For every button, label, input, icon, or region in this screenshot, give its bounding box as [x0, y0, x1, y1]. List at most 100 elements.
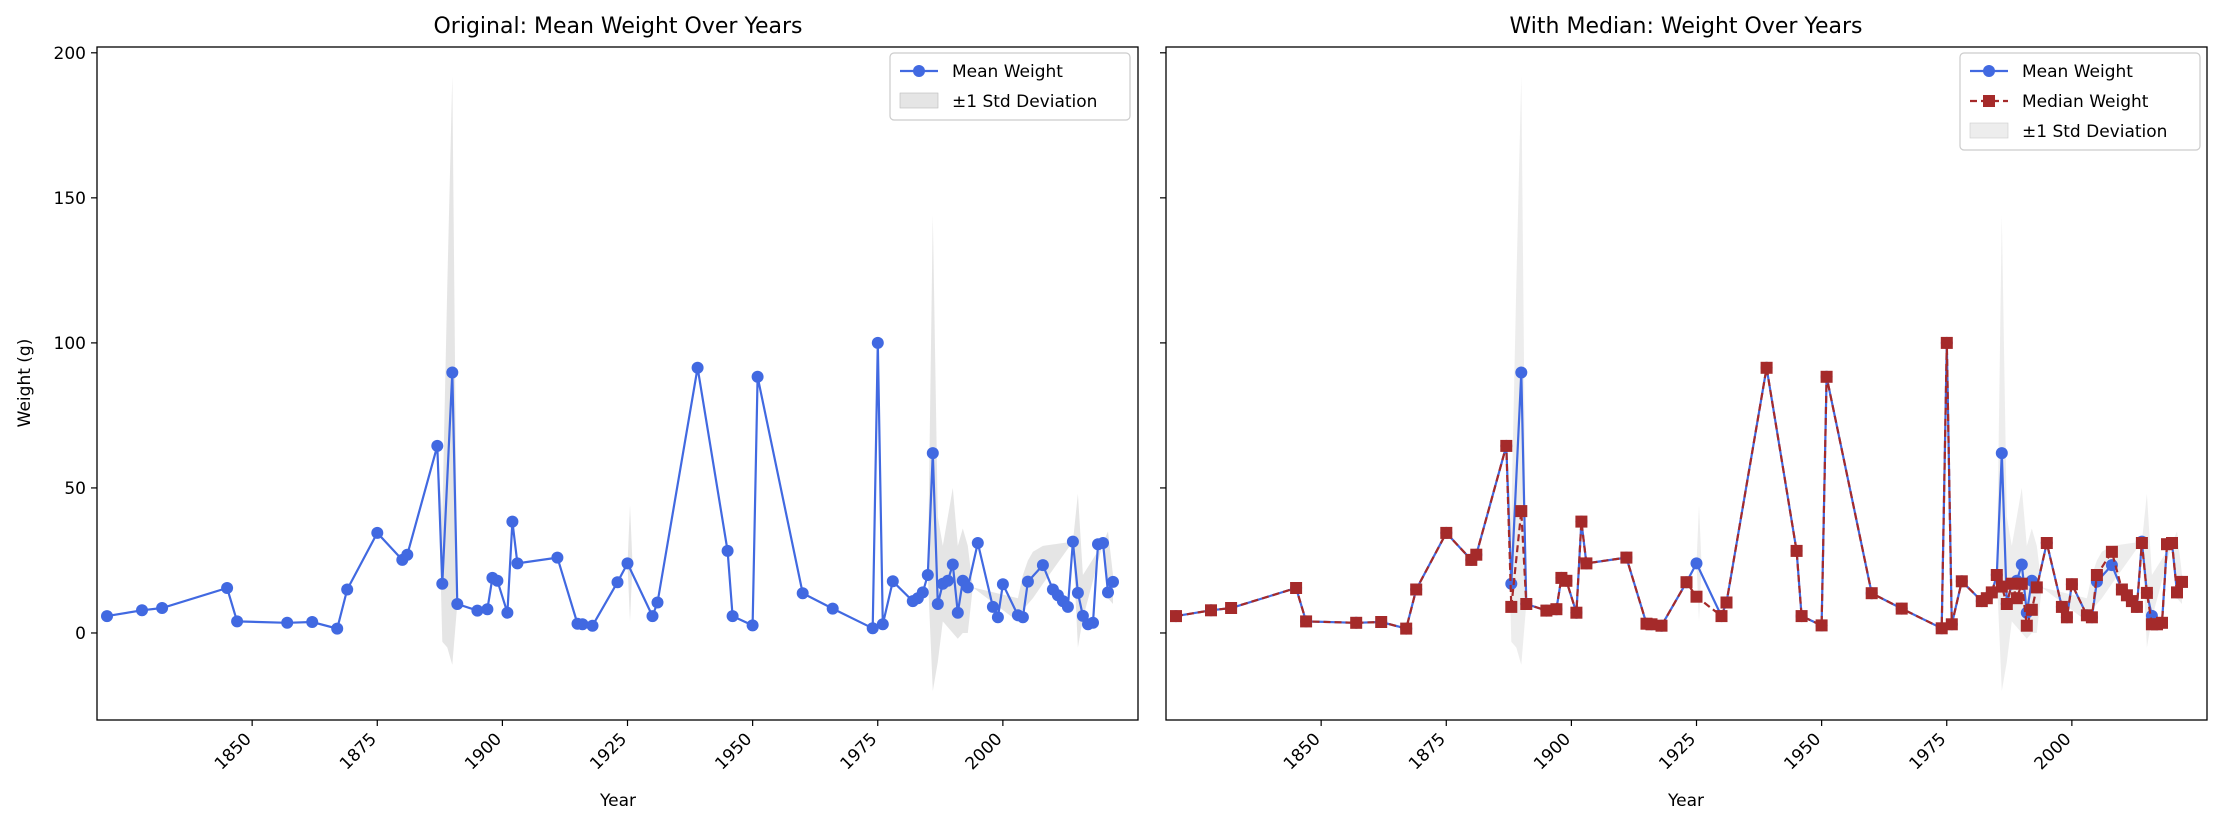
- median-point: [2135, 537, 2148, 549]
- median-point: [1955, 575, 1968, 588]
- legend-mean-marker: [913, 65, 925, 77]
- legend-mean-label: Mean Weight: [2022, 62, 2133, 82]
- mean-point: [306, 616, 319, 628]
- x-tick-label: 2000: [962, 729, 1007, 774]
- median-point: [2040, 537, 2053, 549]
- y-tick-label: 50: [64, 479, 86, 499]
- mean-point: [551, 551, 564, 564]
- legend-std-label: ±1 Std Deviation: [2022, 122, 2167, 142]
- mean-point: [951, 606, 964, 619]
- mean-point: [1995, 447, 2008, 460]
- x-tick-label: 2000: [2031, 729, 2076, 774]
- mean-point: [2015, 558, 2028, 571]
- mean-point: [431, 439, 444, 452]
- mean-point: [1066, 535, 1079, 548]
- median-point: [2105, 545, 2118, 558]
- legend-std-swatch: [1969, 122, 2009, 139]
- median-point: [1945, 618, 1958, 631]
- median-point: [1935, 622, 1948, 635]
- x-tick-label: 1950: [711, 729, 756, 774]
- mean-point: [1016, 611, 1029, 624]
- median-point: [1720, 596, 1733, 609]
- median-point: [1760, 361, 1773, 374]
- mean-point: [341, 583, 354, 596]
- mean-point: [946, 558, 959, 571]
- median-point: [1995, 580, 2008, 593]
- median-point: [1225, 602, 1238, 614]
- median-point: [2090, 569, 2103, 581]
- chart-original: Original: Mean Weight Over Years Weight …: [15, 14, 1139, 811]
- mean-point: [231, 615, 244, 628]
- x-axis-label: Year: [1667, 791, 1704, 811]
- median-point: [1375, 616, 1388, 628]
- mean-point: [1071, 586, 1084, 599]
- median-point: [2140, 586, 2153, 599]
- median-point: [1550, 603, 1563, 616]
- mean-point: [931, 598, 944, 610]
- median-point: [2005, 577, 2018, 590]
- legend: Mean Weight ±1 Std Deviation: [889, 52, 1131, 121]
- mean-point: [331, 622, 344, 635]
- mean-point: [726, 610, 739, 623]
- median-point: [1690, 590, 1703, 603]
- legend-median-label: Median Weight: [2022, 92, 2149, 112]
- chart-title: With Median: Weight Over Years: [1510, 14, 1863, 39]
- median-point: [2166, 537, 2178, 549]
- median-point: [1865, 587, 1878, 600]
- x-tick-label: 1975: [1906, 729, 1951, 774]
- mean-point: [996, 578, 1009, 591]
- median-point: [1580, 557, 1593, 570]
- mean-point: [1061, 600, 1074, 613]
- mean-point: [746, 619, 759, 632]
- mean-point: [281, 616, 294, 629]
- median-point: [2130, 600, 2143, 613]
- mean-point: [511, 557, 524, 570]
- x-tick-label: 1875: [336, 729, 381, 774]
- plot-frame: [96, 46, 1139, 721]
- median-point: [2176, 575, 2188, 588]
- legend-mean-marker: [1983, 65, 1995, 77]
- mean-point: [621, 557, 634, 570]
- mean-point: [876, 618, 889, 631]
- median-point: [1940, 336, 1953, 349]
- median-point: [1715, 610, 1728, 623]
- y-ticks: 0 50 100 150 200: [54, 44, 97, 644]
- y-tick-label: 200: [54, 44, 86, 64]
- median-point: [1350, 616, 1363, 629]
- mean-point: [886, 575, 899, 588]
- chart-with-median: With Median: Weight Over Years Year 1850…: [1160, 14, 2208, 811]
- mean-point: [401, 548, 414, 561]
- median-point: [2065, 578, 2078, 591]
- median-point: [1895, 602, 1908, 615]
- median-point: [1170, 610, 1182, 623]
- mean-point: [491, 574, 504, 587]
- median-point: [1815, 619, 1828, 632]
- mean-point: [101, 610, 113, 623]
- mean-point: [991, 611, 1004, 624]
- mean-point: [1515, 366, 1528, 379]
- median-point: [1655, 619, 1668, 632]
- mean-point: [796, 587, 809, 600]
- median-point: [1820, 370, 1833, 383]
- median-point: [2085, 611, 2098, 624]
- mean-point: [371, 526, 384, 539]
- median-point: [1410, 583, 1423, 596]
- mean-point: [446, 366, 459, 379]
- std-deviation-band: [437, 76, 1113, 691]
- series-layer: [101, 336, 1119, 635]
- plot-frame: [1165, 46, 2208, 721]
- legend-median-marker: [1983, 95, 1995, 107]
- std-band-layer: [437, 76, 1113, 691]
- legend-box: [1959, 52, 2201, 151]
- series-layer: [1170, 336, 2188, 635]
- median-point: [2020, 619, 2033, 632]
- x-tick-label: 1925: [1655, 729, 1700, 774]
- y-tick-label: 150: [54, 189, 86, 209]
- legend-std-label: ±1 Std Deviation: [952, 92, 1097, 112]
- mean-point: [971, 537, 984, 549]
- mean-point: [926, 447, 939, 460]
- y-tick-label: 100: [54, 334, 86, 354]
- mean-point: [1087, 616, 1099, 629]
- median-point: [2055, 600, 2068, 613]
